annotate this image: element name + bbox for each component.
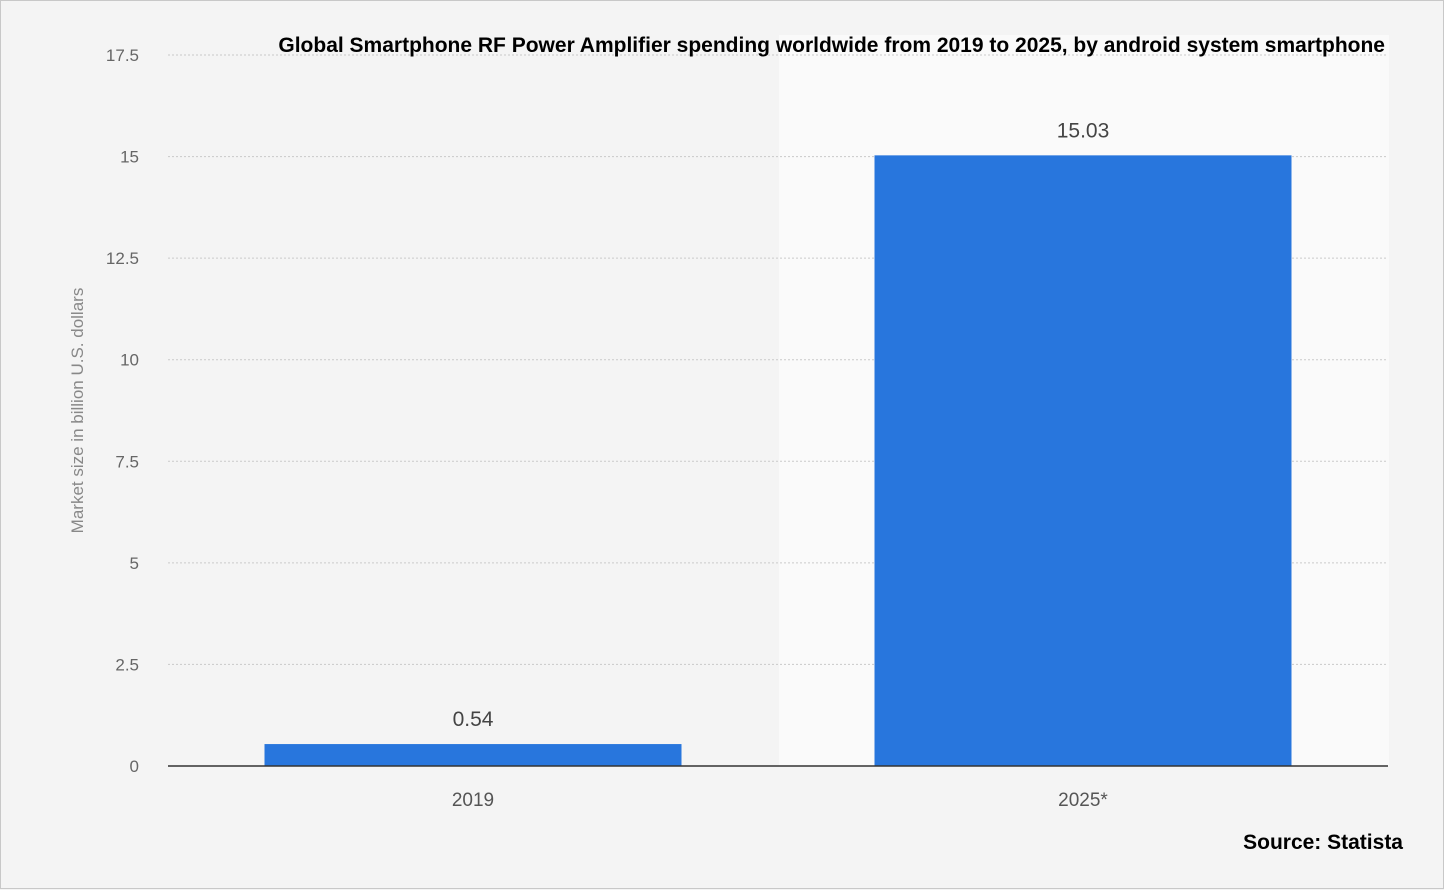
y-tick-label: 17.5	[106, 46, 139, 65]
data-label: 0.54	[453, 708, 494, 731]
y-tick-label: 2.5	[115, 655, 139, 674]
y-tick-label: 5	[130, 554, 139, 573]
bars	[264, 155, 1292, 767]
y-tick-label: 7.5	[115, 452, 139, 471]
source-label: Source: Statista	[1243, 831, 1403, 854]
y-tick-label: 10	[120, 351, 139, 370]
y-axis-label: Market size in billion U.S. dollars	[68, 288, 87, 534]
bar-2025	[874, 155, 1292, 767]
x-tick-label: 2019	[452, 790, 494, 811]
y-tick-label: 0	[130, 757, 139, 776]
data-label: 15.03	[1057, 119, 1110, 142]
x-axis-ticks: 2019 2025*	[452, 790, 1109, 811]
bar-2019	[264, 744, 682, 766]
y-tick-label: 15	[120, 148, 139, 167]
y-axis-ticks: 0 2.5 5 7.5 10 12.5 15 17.5	[106, 46, 139, 776]
x-tick-label: 2025*	[1058, 790, 1108, 811]
chart-title: Global Smartphone RF Power Amplifier spe…	[278, 34, 1385, 57]
data-labels: 0.54 15.03	[453, 119, 1110, 731]
y-tick-label: 12.5	[106, 249, 139, 268]
